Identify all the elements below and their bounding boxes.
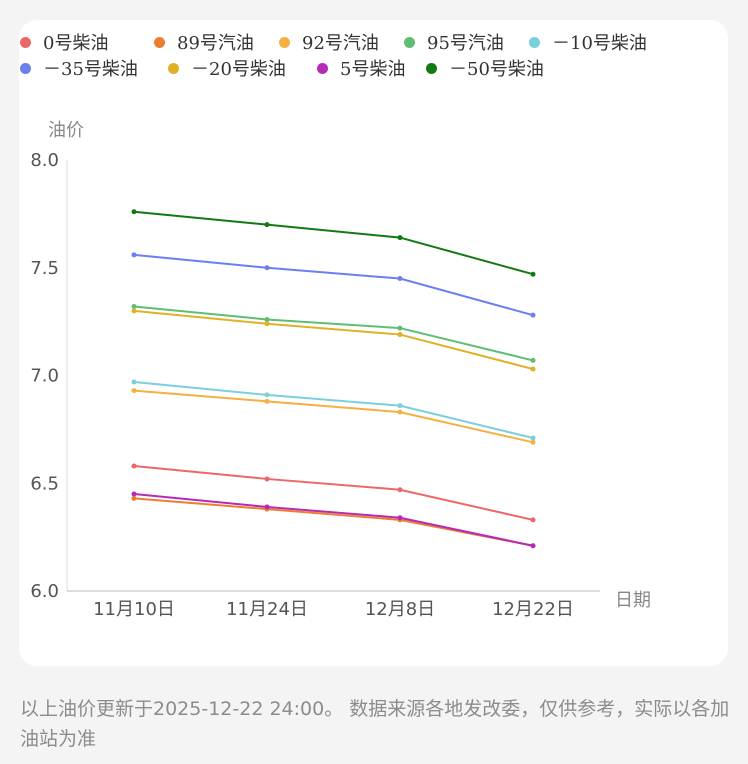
legend-label: 92号汽油 [302,33,379,54]
data-point-6-3[interactable] [530,366,536,372]
legend-item-7[interactable]: 5号柴油 [317,57,406,80]
legend-dot-icon [404,36,415,48]
data-point-7-1[interactable] [264,504,270,510]
x-tick-label: 11月24日 [226,599,308,620]
legend-label: 95号汽油 [427,33,504,54]
data-point-4-0[interactable] [131,379,137,385]
data-point-0-3[interactable] [530,517,536,523]
y-tick-label: 6.5 [30,473,59,494]
data-point-0-1[interactable] [264,476,270,482]
legend-item-4[interactable]: －10号柴油 [529,31,647,54]
data-point-5-3[interactable] [530,312,536,318]
x-tick-label: 11月10日 [93,599,175,620]
series-line-1[interactable] [133,497,534,547]
data-point-5-0[interactable] [131,252,137,258]
series-line-8[interactable] [133,210,534,276]
chart-card [19,20,728,666]
data-point-7-0[interactable] [131,491,137,497]
series-line-4[interactable] [133,380,534,439]
data-point-6-1[interactable] [264,321,270,327]
y-tick-label: 8.0 [30,150,59,171]
line-chart: 油价 日期 6.0 6.5 7.0 7.5 8.0 11月10日 11月24日 … [30,120,651,620]
data-point-5-1[interactable] [264,265,270,271]
legend-item-6[interactable]: －20号柴油 [168,57,286,80]
data-point-0-2[interactable] [397,487,403,493]
y-tick-label: 6.0 [30,581,59,602]
legend-item-1[interactable]: 89号汽油 [154,31,254,54]
x-axis-ticks: 11月10日 11月24日 12月8日 12月22日 [93,599,574,620]
data-point-4-2[interactable] [397,403,403,409]
series-line-0[interactable] [133,465,534,521]
x-axis-title: 日期 [615,590,651,611]
legend-dot-icon [529,36,540,48]
legend-dot-icon [279,36,290,48]
data-point-1-0[interactable] [131,495,137,501]
data-point-0-0[interactable] [131,463,137,469]
legend-label: －20号柴油 [191,59,286,80]
legend-item-8[interactable]: －50号柴油 [426,57,544,80]
legend-dot-icon [317,62,328,74]
legend-label: 5号柴油 [340,59,406,80]
data-point-2-2[interactable] [397,409,403,415]
y-axis-title: 油价 [48,120,84,141]
series-line-5[interactable] [133,253,534,317]
data-point-3-2[interactable] [397,325,403,331]
y-axis-ticks: 6.0 6.5 7.0 7.5 8.0 [30,150,59,602]
series-line-3[interactable] [133,305,534,362]
data-point-3-0[interactable] [131,304,137,310]
legend-item-0[interactable]: 0号柴油 [20,31,109,54]
update-footnote: 以上油价更新于2025-12-22 24:00。 数据来源各地发改委，仅供参考，… [20,698,730,750]
data-point-3-3[interactable] [530,357,536,363]
data-point-8-1[interactable] [264,222,270,228]
legend-dot-icon [20,62,31,74]
data-point-7-3[interactable] [530,543,536,549]
data-point-4-1[interactable] [264,392,270,398]
data-point-8-3[interactable] [530,271,536,277]
legend-label: 89号汽油 [177,33,254,54]
data-point-8-2[interactable] [397,235,403,241]
legend-dot-icon [426,62,437,74]
legend-item-2[interactable]: 92号汽油 [279,31,379,54]
legend-dot-icon [20,36,31,48]
y-tick-label: 7.5 [30,258,59,279]
series-line-6[interactable] [133,309,534,371]
data-point-3-1[interactable] [264,316,270,322]
legend-item-3[interactable]: 95号汽油 [404,31,504,54]
legend-label: －35号柴油 [43,59,138,80]
data-point-2-3[interactable] [530,439,536,445]
data-point-2-1[interactable] [264,398,270,404]
data-point-6-0[interactable] [131,308,137,314]
legend-item-5[interactable]: －35号柴油 [20,57,138,80]
legend-dot-icon [168,62,179,74]
data-point-7-2[interactable] [397,515,403,521]
series-line-7[interactable] [133,493,534,547]
x-tick-label: 12月8日 [365,599,435,620]
data-point-4-3[interactable] [530,435,536,441]
data-point-5-2[interactable] [397,276,403,282]
data-point-2-0[interactable] [131,388,137,394]
y-tick-label: 7.0 [30,366,59,387]
data-point-6-2[interactable] [397,332,403,338]
data-point-8-0[interactable] [131,209,137,215]
legend-label: 0号柴油 [43,33,109,54]
legend-label: －10号柴油 [552,33,647,54]
x-tick-label: 12月22日 [492,599,574,620]
legend-label: －50号柴油 [449,59,544,80]
series-line-2[interactable] [133,389,534,444]
series-lines [131,209,536,549]
legend-dot-icon [154,36,165,48]
